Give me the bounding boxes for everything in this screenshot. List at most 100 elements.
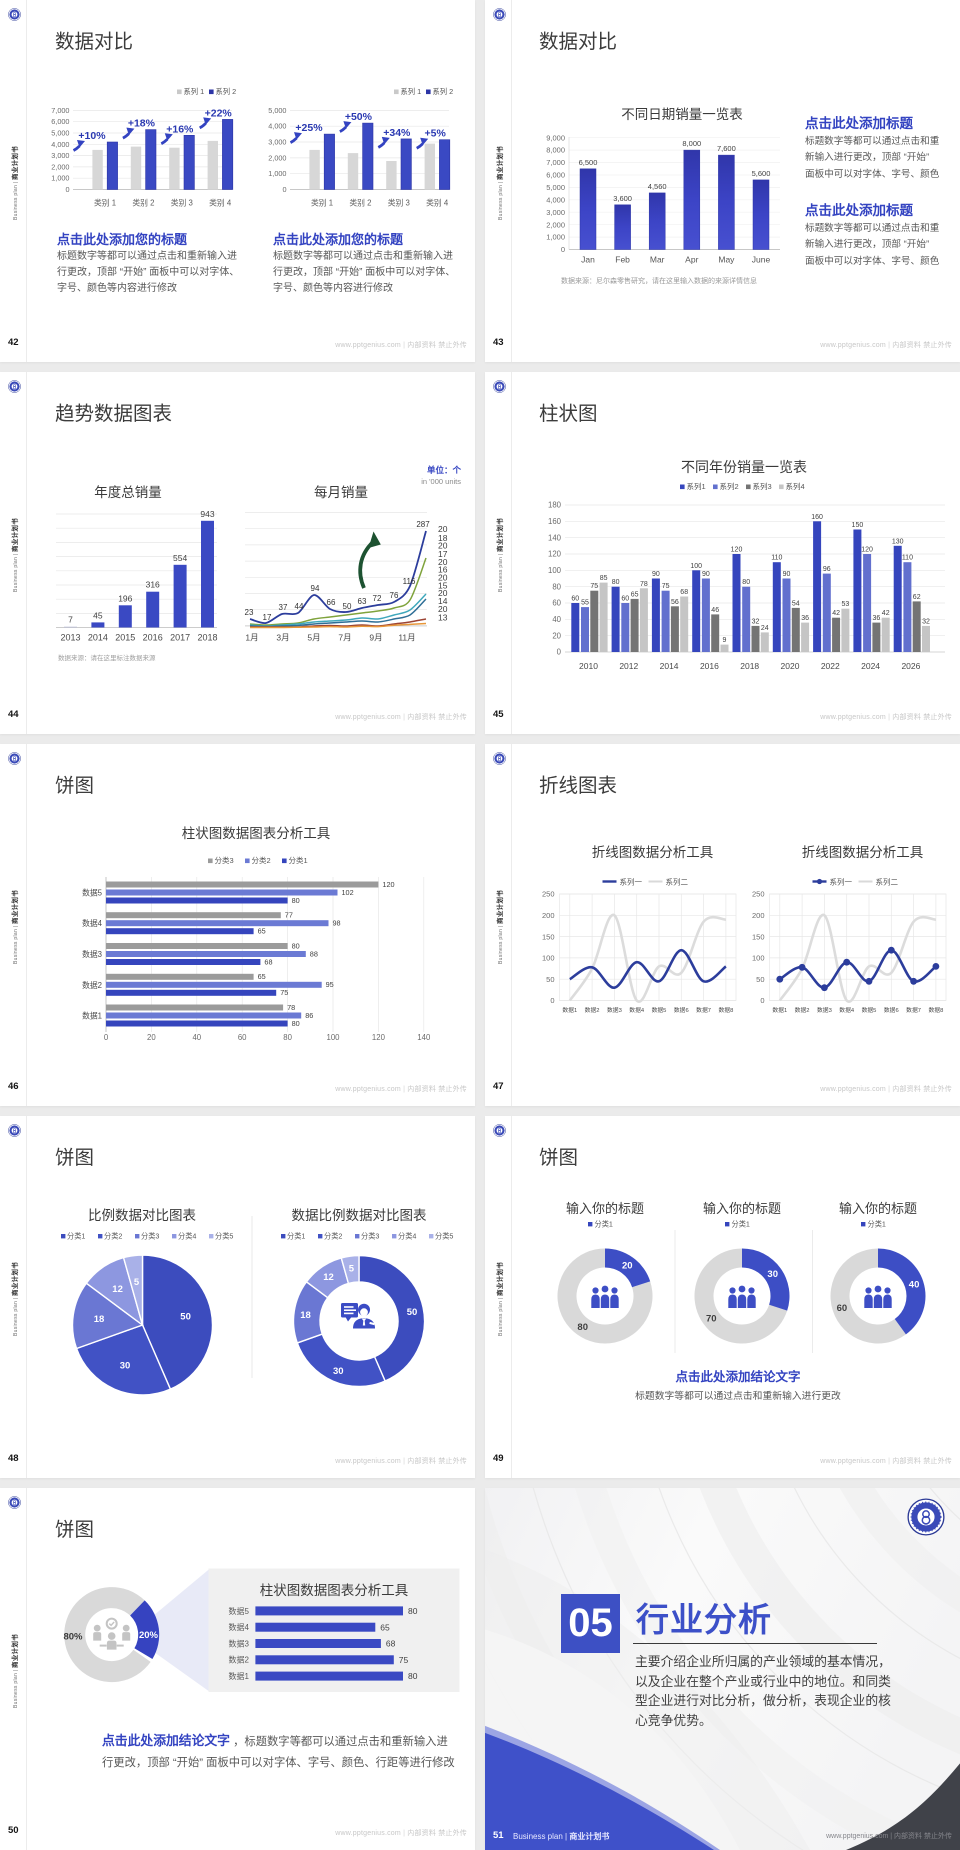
svg-text:66: 66 bbox=[327, 598, 336, 607]
svg-text:分类1: 分类1 bbox=[289, 855, 308, 865]
svg-text:40: 40 bbox=[192, 1033, 201, 1042]
svg-text:68: 68 bbox=[680, 589, 688, 596]
svg-text:60: 60 bbox=[552, 599, 561, 608]
svg-text:9,000: 9,000 bbox=[546, 133, 565, 142]
svg-text:80: 80 bbox=[292, 941, 300, 950]
svg-text:5,000: 5,000 bbox=[51, 129, 69, 138]
svg-text:数据2: 数据2 bbox=[229, 1655, 250, 1665]
svg-text:输入你的标题: 输入你的标题 bbox=[839, 1201, 917, 1216]
svg-text:系列4: 系列4 bbox=[786, 481, 805, 491]
svg-text:0: 0 bbox=[65, 185, 69, 194]
svg-text:0: 0 bbox=[550, 996, 554, 1005]
svg-text:0: 0 bbox=[282, 185, 286, 194]
svg-text:100: 100 bbox=[690, 563, 702, 570]
svg-text:40: 40 bbox=[909, 1280, 920, 1291]
svg-text:65: 65 bbox=[631, 591, 639, 598]
svg-text:2018: 2018 bbox=[740, 661, 759, 671]
svg-text:16: 16 bbox=[438, 565, 448, 575]
svg-text:75: 75 bbox=[280, 988, 288, 997]
svg-text:1,000: 1,000 bbox=[268, 169, 286, 178]
svg-text:系列1: 系列1 bbox=[687, 481, 706, 491]
svg-text:5,000: 5,000 bbox=[546, 183, 565, 192]
svg-text:数据3: 数据3 bbox=[607, 1006, 622, 1014]
svg-text:数据来源：尼尔森零售研究，请在这里输入数据的来源详情信息: 数据来源：尼尔森零售研究，请在这里输入数据的来源详情信息 bbox=[561, 276, 757, 285]
svg-text:2012: 2012 bbox=[619, 661, 638, 671]
svg-text:18: 18 bbox=[438, 533, 448, 543]
svg-text:0: 0 bbox=[561, 245, 565, 254]
svg-text:70: 70 bbox=[706, 1314, 717, 1325]
svg-text:65: 65 bbox=[258, 972, 266, 981]
svg-text:196: 196 bbox=[118, 593, 132, 603]
svg-text:分类1: 分类1 bbox=[287, 1231, 305, 1240]
svg-text:0: 0 bbox=[760, 996, 764, 1005]
svg-text:75: 75 bbox=[662, 583, 670, 590]
svg-text:折线图数据分析工具: 折线图数据分析工具 bbox=[802, 845, 924, 860]
svg-text:55: 55 bbox=[581, 600, 589, 607]
svg-text:数据4: 数据4 bbox=[629, 1006, 645, 1014]
svg-text:150: 150 bbox=[752, 932, 765, 941]
svg-text:Mar: Mar bbox=[650, 255, 665, 265]
svg-text:80: 80 bbox=[742, 579, 750, 586]
svg-text:柱状图数据图表分析工具: 柱状图数据图表分析工具 bbox=[182, 826, 331, 841]
svg-text:54: 54 bbox=[792, 600, 800, 607]
svg-text:7,000: 7,000 bbox=[546, 158, 565, 167]
svg-text:8,000: 8,000 bbox=[546, 146, 565, 155]
svg-text:+5%: +5% bbox=[425, 128, 447, 140]
svg-text:分类5: 分类5 bbox=[435, 1231, 453, 1240]
svg-text:36: 36 bbox=[801, 615, 809, 622]
svg-text:250: 250 bbox=[752, 890, 765, 899]
svg-text:数据3: 数据3 bbox=[229, 1638, 250, 1648]
svg-text:68: 68 bbox=[264, 957, 272, 966]
svg-text:类别 1: 类别 1 bbox=[94, 198, 116, 208]
svg-text:77: 77 bbox=[285, 911, 293, 920]
svg-text:分类4: 分类4 bbox=[178, 1231, 196, 1240]
svg-text:50: 50 bbox=[546, 975, 554, 984]
svg-text:系列2: 系列2 bbox=[720, 481, 739, 491]
svg-text:数据5: 数据5 bbox=[229, 1606, 250, 1616]
svg-text:11月: 11月 bbox=[398, 633, 415, 643]
svg-text:160: 160 bbox=[811, 514, 823, 521]
svg-text:50: 50 bbox=[180, 1311, 191, 1322]
svg-text:系列二: 系列二 bbox=[876, 877, 899, 887]
svg-text:0: 0 bbox=[104, 1033, 109, 1042]
svg-text:90: 90 bbox=[702, 571, 710, 578]
svg-text:数据2: 数据2 bbox=[585, 1006, 600, 1014]
svg-text:9月: 9月 bbox=[369, 633, 382, 643]
svg-text:120: 120 bbox=[382, 880, 394, 889]
svg-text:200: 200 bbox=[752, 911, 765, 920]
svg-text:类别 3: 类别 3 bbox=[388, 198, 410, 208]
svg-text:18: 18 bbox=[94, 1314, 105, 1325]
svg-text:Feb: Feb bbox=[615, 255, 630, 265]
svg-text:数据8: 数据8 bbox=[928, 1006, 943, 1014]
svg-text:+34%: +34% bbox=[383, 127, 411, 139]
svg-text:96: 96 bbox=[823, 566, 831, 573]
svg-text:110: 110 bbox=[902, 555, 913, 562]
svg-text:7,000: 7,000 bbox=[51, 106, 69, 115]
svg-text:20: 20 bbox=[438, 524, 448, 534]
svg-text:18: 18 bbox=[300, 1310, 311, 1321]
svg-text:数据4: 数据4 bbox=[839, 1006, 855, 1014]
svg-text:系列 2: 系列 2 bbox=[433, 87, 454, 96]
svg-text:30: 30 bbox=[120, 1361, 131, 1372]
svg-text:13: 13 bbox=[438, 613, 448, 623]
svg-text:6,000: 6,000 bbox=[546, 171, 565, 180]
svg-text:80: 80 bbox=[612, 579, 620, 586]
svg-text:2,000: 2,000 bbox=[51, 162, 69, 171]
svg-text:系列 2: 系列 2 bbox=[216, 87, 237, 96]
svg-text:68: 68 bbox=[386, 1639, 396, 1649]
svg-text:30: 30 bbox=[333, 1366, 344, 1377]
svg-text:数据1: 数据1 bbox=[562, 1006, 577, 1014]
svg-text:80%: 80% bbox=[63, 1632, 83, 1643]
svg-text:86: 86 bbox=[305, 1011, 313, 1020]
svg-text:943: 943 bbox=[200, 509, 214, 519]
svg-text:数据7: 数据7 bbox=[696, 1006, 711, 1014]
svg-text:系列 1: 系列 1 bbox=[184, 87, 205, 96]
svg-text:76: 76 bbox=[390, 591, 399, 600]
svg-text:3,000: 3,000 bbox=[268, 138, 286, 147]
svg-text:62: 62 bbox=[913, 594, 921, 601]
svg-text:+16%: +16% bbox=[166, 123, 194, 135]
svg-text:不同日期销量一览表: 不同日期销量一览表 bbox=[621, 107, 743, 122]
svg-text:12: 12 bbox=[323, 1272, 334, 1283]
svg-text:数据7: 数据7 bbox=[906, 1006, 921, 1014]
svg-text:80: 80 bbox=[552, 582, 561, 591]
